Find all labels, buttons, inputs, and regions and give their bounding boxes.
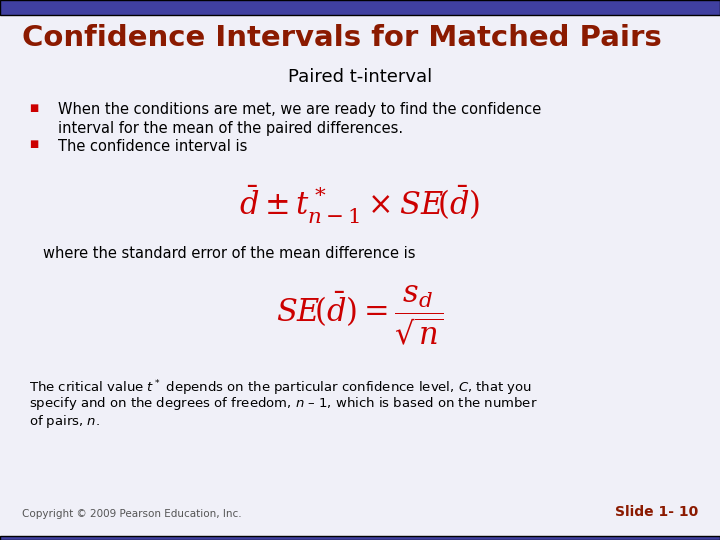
Text: Copyright © 2009 Pearson Education, Inc.: Copyright © 2009 Pearson Education, Inc. — [22, 509, 241, 519]
Text: where the standard error of the mean difference is: where the standard error of the mean dif… — [43, 246, 415, 261]
Text: Slide 1- 10: Slide 1- 10 — [615, 505, 698, 519]
Text: ■: ■ — [29, 103, 38, 113]
FancyBboxPatch shape — [0, 536, 720, 540]
Text: ■: ■ — [29, 139, 38, 150]
Text: The critical value $t^*$ depends on the particular confidence level, $C$, that y: The critical value $t^*$ depends on the … — [29, 378, 532, 397]
Text: The confidence interval is: The confidence interval is — [58, 139, 247, 154]
Text: Paired t-interval: Paired t-interval — [288, 68, 432, 85]
Text: When the conditions are met, we are ready to find the confidence: When the conditions are met, we are read… — [58, 102, 541, 117]
Text: $\bar{d} \pm t^*_{n-1} \times SE\!\left(\bar{d}\right)$: $\bar{d} \pm t^*_{n-1} \times SE\!\left(… — [239, 184, 481, 226]
FancyBboxPatch shape — [0, 0, 720, 15]
Text: $SE\!\left(\bar{d}\right)= \dfrac{s_d}{\sqrt{n}}$: $SE\!\left(\bar{d}\right)= \dfrac{s_d}{\… — [276, 284, 444, 347]
Text: Confidence Intervals for Matched Pairs: Confidence Intervals for Matched Pairs — [22, 24, 662, 52]
Text: specify and on the degrees of freedom, $n$ – 1, which is based on the number: specify and on the degrees of freedom, $… — [29, 395, 537, 412]
Text: of pairs, $n$.: of pairs, $n$. — [29, 413, 100, 429]
Text: interval for the mean of the paired differences.: interval for the mean of the paired diff… — [58, 121, 402, 136]
